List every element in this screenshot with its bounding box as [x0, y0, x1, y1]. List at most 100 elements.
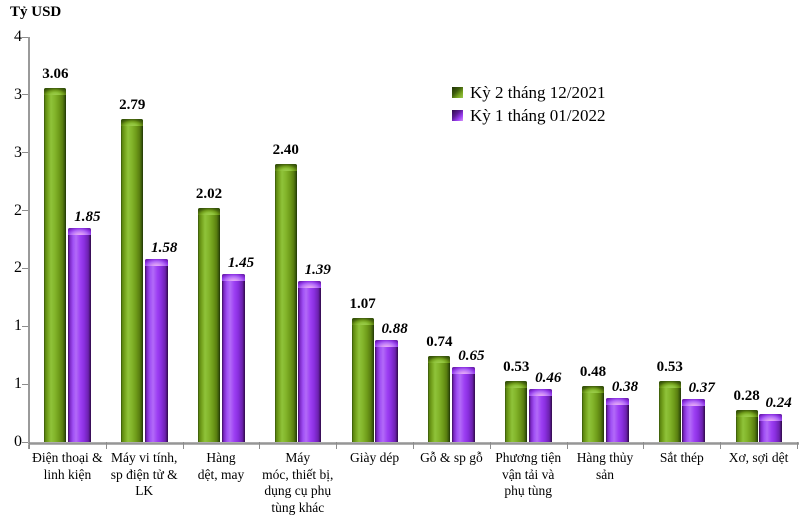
bar-ky1-thang01 — [375, 340, 399, 442]
category-label: Sắt thép — [659, 450, 704, 465]
y-axis-tick — [22, 383, 28, 385]
legend-color-swatch-purple — [452, 110, 463, 121]
bar-top-cap — [505, 380, 528, 388]
bar-value-label-ky1: 0.65 — [458, 347, 485, 364]
y-axis-tick — [22, 267, 28, 269]
bar-top-cap — [44, 87, 67, 95]
bar-value-label-ky1: 1.85 — [74, 208, 101, 225]
bar-ky2-thang12 — [121, 119, 144, 442]
bar-ky2-thang12 — [44, 87, 67, 442]
x-axis-tick — [29, 442, 30, 449]
bar-ky2-thang12 — [582, 386, 604, 442]
bar-value-label-ky2: 0.53 — [656, 358, 683, 375]
bar-value-label-ky1: 1.39 — [304, 262, 331, 279]
bar-value-label-ky2: 0.74 — [426, 334, 453, 351]
category-label: Máy móc, thiết bị, dụng cụ phụ tùng khác — [262, 450, 334, 515]
bar-value-label-ky1: 1.58 — [151, 240, 178, 257]
y-axis — [28, 37, 30, 449]
bar-ky2-thang12 — [198, 208, 220, 442]
bar-value-label-ky1: 0.88 — [381, 321, 408, 338]
bar-value-label-ky2: 0.53 — [503, 358, 530, 375]
y-axis-tick — [22, 441, 28, 443]
y-axis-tick-label: 2 — [14, 201, 22, 219]
x-axis-tick — [643, 442, 645, 449]
y-axis-tick-label: 1 — [14, 375, 22, 393]
bar-ky1-thang01 — [298, 281, 322, 442]
legend-color-swatch-green — [452, 87, 463, 98]
bar-ky2-thang12 — [505, 380, 528, 442]
bar-value-label-ky1: 0.46 — [535, 369, 562, 386]
bar-top-cap — [351, 318, 374, 326]
bar-ky1-thang01 — [605, 398, 629, 442]
bar-top-cap — [528, 388, 552, 396]
bar-ky1-thang01 — [144, 259, 168, 442]
bar-ky1-thang01 — [67, 227, 91, 442]
category-label: Gỗ & sp gỗ — [420, 450, 483, 465]
bar-top-cap — [375, 340, 399, 348]
legend-item-ky2: Kỳ 2 tháng 12/2021 — [452, 84, 606, 101]
y-axis-tick — [22, 210, 28, 212]
bar-top-cap — [428, 356, 451, 364]
bar-top-cap — [298, 281, 322, 289]
bar-value-label-ky1: 0.38 — [611, 379, 639, 396]
bar-top-cap — [759, 414, 783, 422]
bar-top-cap — [735, 409, 758, 417]
bar-value-label-ky2: 2.79 — [119, 97, 146, 114]
bar-top-cap — [682, 399, 706, 407]
bar-top-cap — [605, 398, 629, 406]
bar-ky1-thang01 — [682, 399, 706, 442]
bar-top-cap — [198, 208, 220, 216]
legend-item-ky1: Kỳ 1 tháng 01/2022 — [452, 107, 606, 124]
bar-top-cap — [274, 164, 297, 172]
y-axis-tick-label: 1 — [14, 317, 22, 335]
bar-ky1-thang01 — [221, 274, 245, 442]
category-label: Phương tiện vận tải và phụ tùng — [495, 450, 562, 498]
bar-top-cap — [582, 386, 604, 394]
bar-top-cap — [121, 119, 144, 127]
x-axis-tick — [336, 442, 338, 449]
bar-ky2-thang12 — [735, 409, 758, 442]
y-axis-tick — [22, 325, 28, 327]
bar-top-cap — [67, 227, 91, 235]
bar-value-label-ky1: 0.24 — [765, 395, 792, 412]
bar-top-cap — [144, 259, 168, 267]
category-label: Hàng thủy sản — [576, 450, 634, 482]
bar-top-cap — [451, 366, 475, 374]
bar-value-label-ky2: 1.07 — [349, 296, 376, 313]
category-label: Hàng dệt, may — [197, 450, 245, 482]
category-label: Xơ, sợi dệt — [728, 450, 789, 465]
x-axis-tick — [489, 442, 491, 449]
bar-ky2-thang12 — [351, 318, 374, 442]
y-axis-tick-label: 3 — [14, 85, 22, 103]
bar-value-label-ky2: 2.02 — [195, 186, 223, 203]
x-axis-tick — [797, 442, 798, 449]
y-axis-tick — [22, 152, 28, 154]
x-axis-tick — [413, 442, 414, 449]
x-axis-tick — [720, 442, 722, 449]
bar-value-label-ky1: 0.37 — [688, 380, 715, 397]
category-label: Máy vi tính, sp điện tử & LK — [110, 450, 178, 498]
y-axis-tick — [22, 36, 28, 38]
bar-top-cap — [658, 380, 681, 388]
bar-ky1-thang01 — [759, 414, 783, 442]
y-axis-tick-label: 2 — [14, 259, 22, 277]
category-label: Giày dép — [350, 450, 400, 465]
y-axis-tick-label: 3 — [14, 143, 22, 161]
x-axis-tick — [259, 442, 261, 449]
x-axis-tick — [566, 442, 568, 449]
category-label: Điện thoại & linh kiện — [32, 450, 103, 482]
legend-label: Kỳ 1 tháng 01/2022 — [470, 106, 606, 125]
legend-label: Kỳ 2 tháng 12/2021 — [470, 83, 606, 102]
bar-ky1-thang01 — [451, 366, 475, 442]
bar-value-label-ky2: 0.48 — [579, 364, 607, 381]
bar-value-label-ky1: 1.45 — [227, 255, 255, 272]
bar-ky2-thang12 — [274, 164, 297, 442]
y-axis-title: Tỷ USD — [10, 4, 62, 20]
legend: Kỳ 2 tháng 12/2021 Kỳ 1 tháng 01/2022 — [452, 84, 606, 124]
y-axis-tick — [22, 94, 28, 96]
x-axis-tick — [182, 442, 184, 449]
bar-value-label-ky2: 3.06 — [42, 65, 69, 82]
bar-top-cap — [221, 274, 245, 282]
y-axis-tick-label: 0 — [14, 433, 22, 450]
